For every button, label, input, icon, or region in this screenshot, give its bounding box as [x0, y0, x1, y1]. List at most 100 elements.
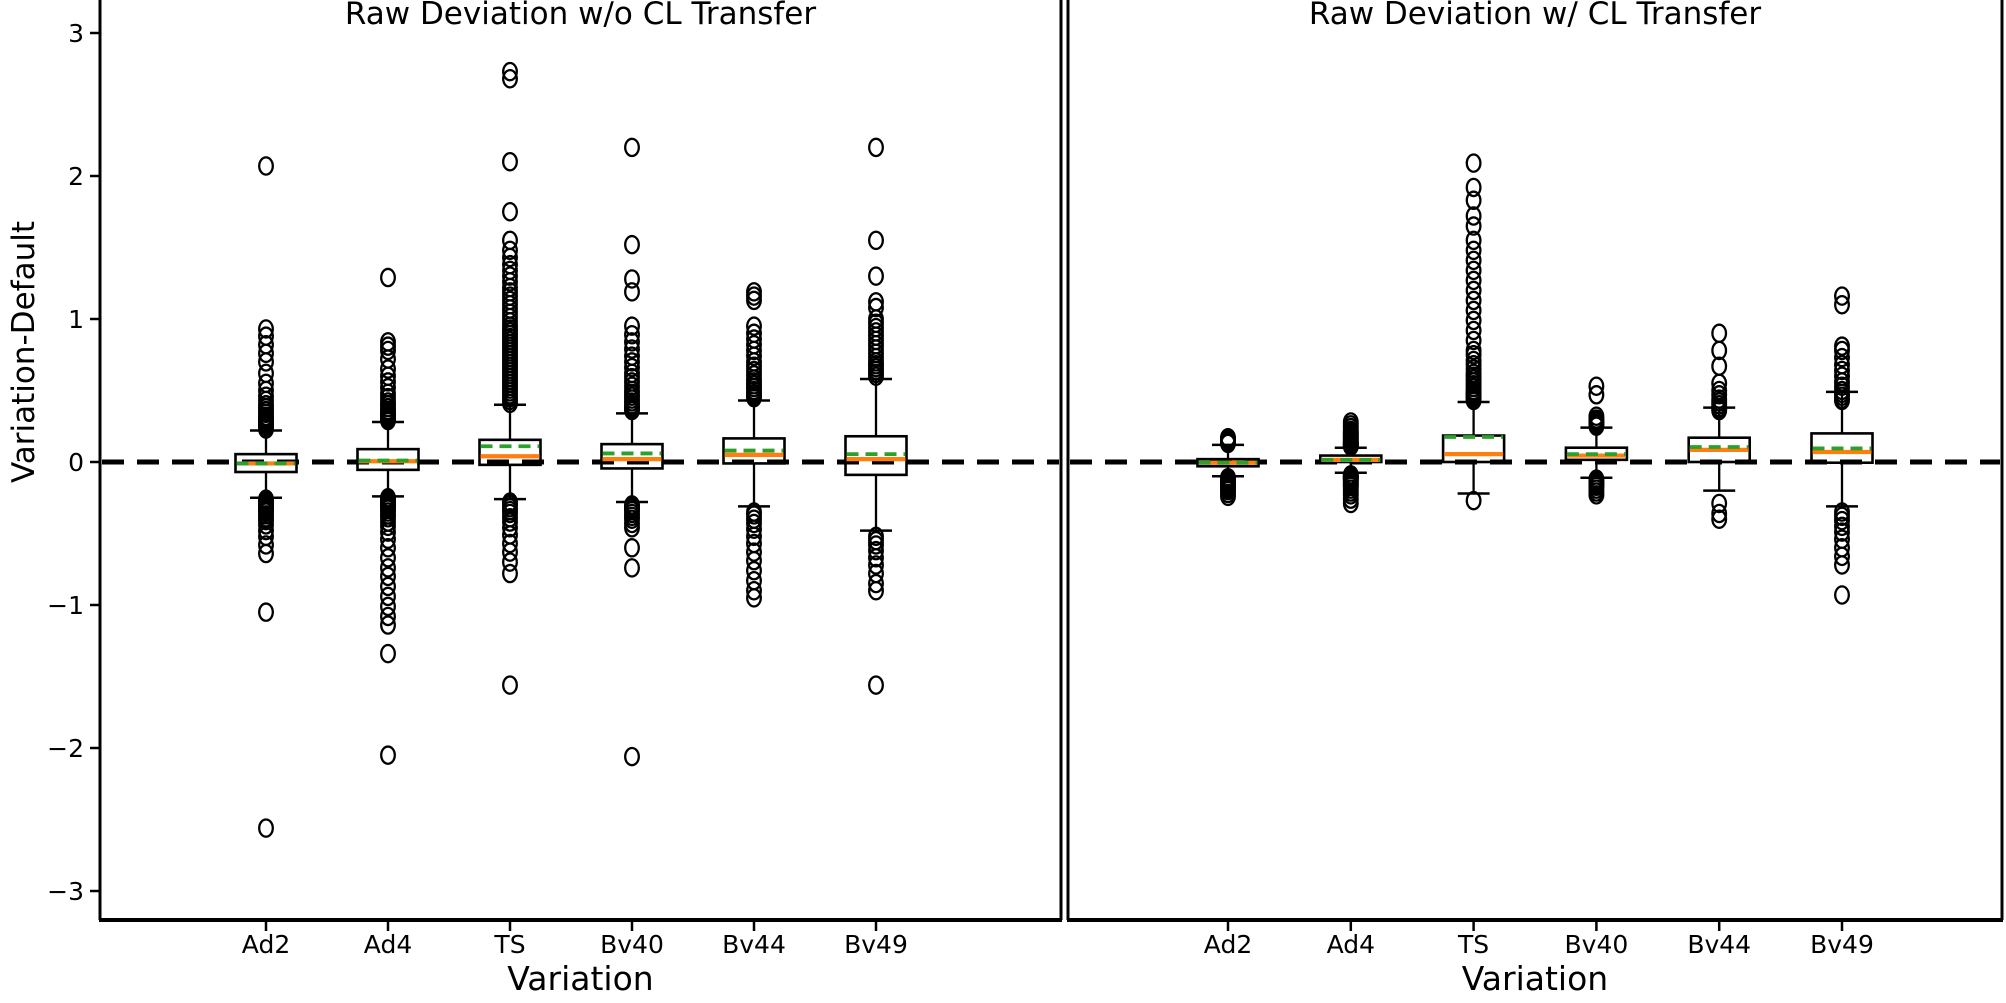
- outlier-point: [258, 602, 274, 622]
- outlier-point: [380, 529, 396, 549]
- outlier-point: [746, 316, 762, 336]
- outlier-point: [502, 151, 518, 172]
- outlier-point: [258, 363, 274, 384]
- iqr-box: [1687, 436, 1751, 464]
- outliers-Ad4: [1342, 412, 1359, 514]
- box-Bv40: [1564, 376, 1629, 505]
- outlier-point: [380, 576, 396, 597]
- outlier-point: [624, 518, 640, 538]
- outliers-Bv49: [1834, 286, 1850, 605]
- outlier-point: [746, 334, 762, 355]
- outlier-point: [746, 526, 762, 547]
- x-tick-label: Ad2: [242, 930, 290, 959]
- y-tick-label: −3: [47, 877, 84, 906]
- outlier-point: [868, 297, 884, 318]
- box-TS: [1441, 153, 1506, 511]
- outlier-point: [868, 580, 884, 601]
- outlier-point: [746, 519, 762, 539]
- outlier-point: [624, 357, 640, 378]
- outliers-Bv40: [1588, 376, 1605, 505]
- x-tick-label: Ad2: [1204, 930, 1252, 959]
- outliers-Ad2: [258, 156, 274, 838]
- outlier-point: [624, 324, 640, 345]
- left-panel: 3 2 1 0 −1 −2 −3 Variation-Default Raw Deviation…: [6, 0, 1063, 998]
- box-TS: [478, 61, 542, 695]
- outlier-point: [746, 323, 762, 344]
- iqr-box: [1564, 446, 1629, 462]
- box-Ad2: [234, 156, 298, 838]
- outlier-point: [380, 615, 396, 635]
- outlier-point: [1220, 427, 1236, 448]
- outlier-point: [624, 346, 640, 366]
- outlier-point: [502, 240, 518, 261]
- outlier-point: [868, 292, 884, 312]
- outlier-point: [1711, 509, 1728, 529]
- outlier-point: [380, 745, 396, 765]
- outlier-point: [1834, 522, 1850, 542]
- iqr-box: [1810, 432, 1874, 465]
- outlier-point: [746, 329, 762, 349]
- outliers-Bv40: [624, 137, 640, 767]
- outlier-point: [1711, 380, 1728, 401]
- outlier-point: [1588, 406, 1605, 426]
- outliers-Ad4: [380, 267, 396, 765]
- outlier-point: [380, 566, 396, 587]
- outlier-point: [502, 266, 518, 286]
- outlier-point: [1465, 330, 1482, 351]
- y-tick-label: 1: [68, 305, 84, 334]
- outlier-point: [1465, 490, 1482, 511]
- outlier-point: [502, 675, 518, 695]
- outlier-point: [746, 588, 762, 608]
- outlier-point: [258, 386, 274, 406]
- box-Bv40: [600, 137, 664, 767]
- iqr-box: [600, 442, 664, 470]
- outlier-point: [1220, 486, 1236, 507]
- outlier-point: [380, 267, 396, 288]
- outlier-point: [380, 606, 396, 627]
- panel-title: Raw Deviation w/o CL Transfer: [345, 0, 816, 32]
- outlier-point: [1465, 230, 1482, 251]
- outliers-Ad2: [1220, 427, 1236, 507]
- outlier-point: [746, 550, 762, 571]
- iqr-box: [1441, 434, 1506, 464]
- outlier-point: [380, 596, 396, 617]
- outlier-point: [258, 515, 274, 535]
- outlier-point: [502, 542, 518, 562]
- outlier-point: [1834, 516, 1850, 537]
- x-tick-label: TS: [493, 930, 525, 959]
- x-tick-label: Ad4: [364, 930, 412, 959]
- outlier-point: [502, 61, 518, 82]
- y-tick-label: 0: [68, 448, 84, 477]
- outlier-point: [1834, 294, 1850, 315]
- outlier-point: [1465, 206, 1482, 226]
- outlier-point: [380, 359, 396, 379]
- x-tick-label: TS: [1457, 930, 1489, 959]
- outlier-point: [380, 377, 396, 398]
- outlier-point: [1465, 350, 1482, 371]
- outlier-point: [1834, 510, 1850, 531]
- outlier-point: [624, 316, 640, 336]
- box-Bv44: [722, 282, 786, 608]
- iqr-box: [234, 452, 298, 474]
- outliers-TS: [1465, 153, 1482, 511]
- outlier-point: [258, 543, 274, 564]
- outlier-point: [624, 234, 640, 255]
- outlier-point: [502, 69, 518, 89]
- outliers-TS: [502, 61, 518, 695]
- outlier-point: [502, 533, 518, 554]
- outlier-point: [1465, 300, 1482, 321]
- outlier-point: [502, 254, 518, 275]
- x-axis-label: Variation: [1462, 959, 1608, 998]
- outlier-point: [624, 332, 640, 352]
- outlier-point: [1711, 503, 1728, 524]
- outlier-point: [1465, 153, 1482, 173]
- outlier-point: [868, 137, 884, 158]
- outlier-point: [502, 518, 518, 538]
- outlier-point: [868, 573, 884, 594]
- x-tick-label: Bv44: [1687, 930, 1751, 959]
- y-axis-label: Variation-Default: [6, 221, 42, 483]
- x-tick-label: Ad4: [1327, 930, 1375, 959]
- x-tick-label: Bv44: [722, 930, 786, 959]
- outlier-point: [502, 563, 518, 584]
- outlier-point: [1834, 336, 1850, 356]
